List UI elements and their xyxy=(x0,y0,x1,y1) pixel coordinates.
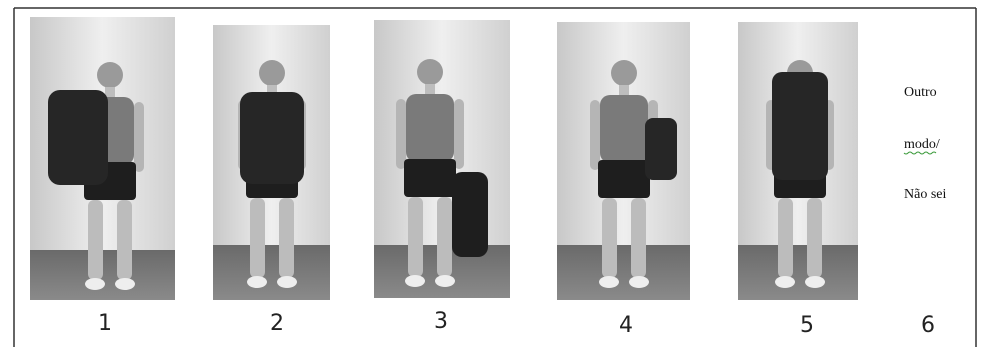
panel-number: 4 xyxy=(619,313,633,338)
panel-number: 6 xyxy=(921,313,935,338)
option-text: Não sei xyxy=(904,187,946,202)
photo-5 xyxy=(738,22,858,300)
photo-2 xyxy=(213,25,330,300)
panel-number: 2 xyxy=(270,311,284,336)
photo-3 xyxy=(374,20,510,298)
photo-1 xyxy=(30,17,175,300)
option-text: modo/ xyxy=(904,137,940,152)
photo-4 xyxy=(557,22,690,300)
panel-number: 1 xyxy=(98,311,112,336)
panel-number: 5 xyxy=(800,313,814,338)
spell-underline xyxy=(904,152,936,154)
figure: 1 2 3 4 5 6 Outro modo/ Não sei xyxy=(0,0,984,347)
panel-number: 3 xyxy=(434,309,448,334)
option-text: Outro xyxy=(904,85,937,100)
